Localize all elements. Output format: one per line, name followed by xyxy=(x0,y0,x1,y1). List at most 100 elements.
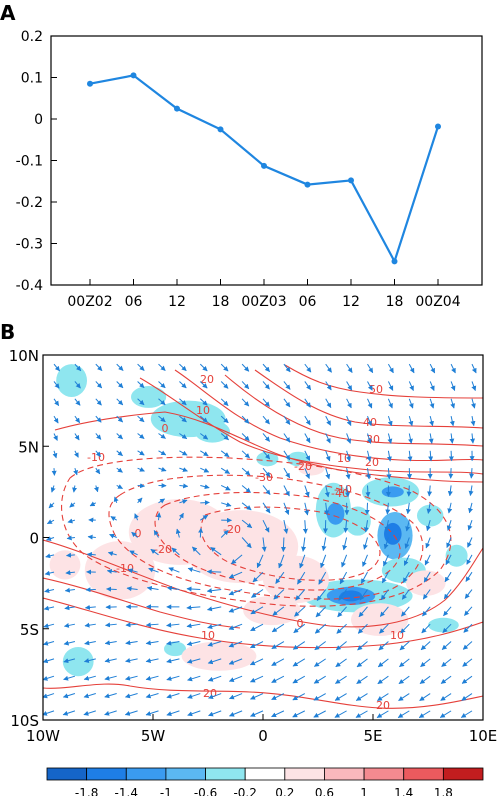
wind-vector xyxy=(471,363,477,374)
wind-vector xyxy=(294,606,306,617)
wind-vector xyxy=(262,519,270,533)
wind-vector xyxy=(250,606,264,615)
contour-label: 0 xyxy=(135,527,142,540)
wind-vector xyxy=(313,693,326,701)
wind-vector xyxy=(406,485,412,497)
y-tick-label: 5S xyxy=(20,621,39,639)
wind-vector xyxy=(66,535,75,541)
wind-vector xyxy=(95,363,103,371)
wind-vector xyxy=(241,433,250,442)
wind-vector xyxy=(83,710,96,716)
wind-vector xyxy=(104,675,117,681)
wind-vector xyxy=(387,363,394,374)
wind-vector xyxy=(419,675,431,684)
wind-vector xyxy=(283,502,290,515)
panel-a-x-axis: 00Z02 06 12 18 00Z03 06 12 18 00Z04 xyxy=(67,279,461,310)
wind-vector xyxy=(186,623,201,629)
wind-vector xyxy=(356,658,368,668)
wind-vector xyxy=(93,485,99,493)
wind-vector xyxy=(377,658,389,668)
wind-vector xyxy=(362,554,368,567)
contour-20-north xyxy=(174,369,483,462)
colorbar-swatch xyxy=(284,767,325,781)
wind-vector xyxy=(377,675,389,685)
wind-vector xyxy=(346,450,351,462)
wind-vector xyxy=(158,415,166,423)
wind-vector xyxy=(186,605,201,611)
y-tick-label: 0.2 xyxy=(21,29,43,45)
colorbar-label: -1.8 xyxy=(75,786,98,796)
wind-vector xyxy=(84,604,96,610)
wind-vector xyxy=(440,675,452,684)
wind-vector xyxy=(43,658,55,664)
wind-vector xyxy=(304,363,312,373)
colorbar-label: -1 xyxy=(160,786,172,796)
contour-label: -20 xyxy=(154,543,172,556)
x-tick-label: 00Z02 xyxy=(67,294,112,310)
wind-vector xyxy=(471,381,477,391)
wind-vector xyxy=(304,398,311,408)
wind-vector xyxy=(461,693,473,701)
wind-vector xyxy=(442,623,452,634)
wind-vector xyxy=(450,398,456,409)
wind-vector xyxy=(95,381,103,389)
wind-vector xyxy=(271,641,285,650)
wind-vector xyxy=(339,571,348,585)
wind-vector xyxy=(131,531,138,538)
shaded-cell xyxy=(298,460,325,476)
wind-vector xyxy=(187,710,201,717)
wind-vector xyxy=(338,589,348,601)
wind-vector xyxy=(104,658,117,663)
wind-vector xyxy=(187,567,201,573)
wind-vector xyxy=(461,675,473,684)
wind-vector xyxy=(206,588,222,594)
wind-vector xyxy=(325,381,332,391)
x-tick-label: 10W xyxy=(26,727,60,745)
wind-vector xyxy=(341,554,348,568)
wind-vector xyxy=(158,398,166,406)
wind-vector xyxy=(346,433,352,444)
wind-vector xyxy=(116,484,123,489)
shaded-cell xyxy=(56,364,87,397)
wind-vector xyxy=(423,571,431,583)
wind-vector xyxy=(469,468,475,479)
wind-vector xyxy=(304,467,310,479)
wind-vector xyxy=(420,658,431,668)
wind-vector xyxy=(207,658,222,665)
wind-vector xyxy=(145,693,159,699)
wind-vector xyxy=(166,693,180,699)
wind-vector xyxy=(293,623,306,634)
wind-vector xyxy=(66,552,75,558)
wind-vector xyxy=(408,415,414,427)
wind-vector xyxy=(401,606,410,617)
wind-vector xyxy=(346,398,352,409)
wind-vector xyxy=(74,398,81,406)
wind-vector xyxy=(86,552,96,557)
wind-vector xyxy=(278,554,285,569)
wind-vector xyxy=(228,641,243,648)
wind-vector xyxy=(158,466,167,472)
wind-vector xyxy=(383,537,389,550)
shaded-cell xyxy=(428,617,459,633)
wind-vector xyxy=(145,640,159,646)
wind-vector xyxy=(200,484,210,490)
wind-vector xyxy=(137,483,146,489)
wind-vector xyxy=(314,658,326,667)
wind-vector xyxy=(116,433,123,440)
wind-vector xyxy=(44,570,55,576)
wind-vector xyxy=(462,641,473,650)
wind-vector xyxy=(441,658,452,667)
contour-neg10 xyxy=(61,456,452,607)
contour-20-south xyxy=(43,683,483,709)
wind-vector xyxy=(429,416,434,427)
wind-vector xyxy=(199,415,208,423)
wind-vector xyxy=(137,497,143,504)
shaded-cell xyxy=(181,641,257,671)
wind-vector xyxy=(321,537,327,552)
shaded-cell xyxy=(381,486,404,498)
colorbar-swatch xyxy=(46,767,88,781)
wind-vector xyxy=(241,467,251,476)
wind-vector xyxy=(220,415,229,424)
wind-vector xyxy=(379,606,389,617)
wind-vector xyxy=(262,485,271,495)
